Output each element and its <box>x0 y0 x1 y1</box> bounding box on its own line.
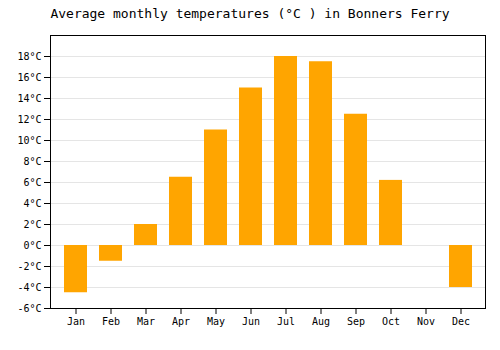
svg-text:18°C: 18°C <box>17 51 41 62</box>
svg-text:Mar: Mar <box>137 316 155 327</box>
svg-text:Apr: Apr <box>172 316 190 327</box>
svg-text:8°C: 8°C <box>23 156 41 167</box>
svg-text:Jul: Jul <box>277 316 295 327</box>
svg-text:Aug: Aug <box>312 316 330 327</box>
svg-text:16°C: 16°C <box>17 72 41 83</box>
svg-text:10°C: 10°C <box>17 135 41 146</box>
svg-text:6°C: 6°C <box>23 177 41 188</box>
svg-text:14°C: 14°C <box>17 93 41 104</box>
svg-text:-2°C: -2°C <box>17 261 41 272</box>
svg-text:Nov: Nov <box>417 316 435 327</box>
html-text:Average monthly temperatures (: Average monthly temperatures (°C ) in Bo… <box>50 6 450 21</box>
svg-text:4°C: 4°C <box>23 198 41 209</box>
svg-text:0°C: 0°C <box>23 240 41 251</box>
svg-text:Oct: Oct <box>382 316 400 327</box>
svg-text:2°C: 2°C <box>23 219 41 230</box>
svg-text:May: May <box>207 316 225 327</box>
svg-text:-4°C: -4°C <box>17 282 41 293</box>
svg-text:Sep: Sep <box>347 316 365 327</box>
svg-text:-6°C: -6°C <box>17 303 41 314</box>
svg-text:12°C: 12°C <box>17 114 41 125</box>
svg-text:Dec: Dec <box>452 316 470 327</box>
svg-text:Jun: Jun <box>242 316 260 327</box>
svg-text:Jan: Jan <box>67 316 85 327</box>
svg-text:Feb: Feb <box>102 316 120 327</box>
